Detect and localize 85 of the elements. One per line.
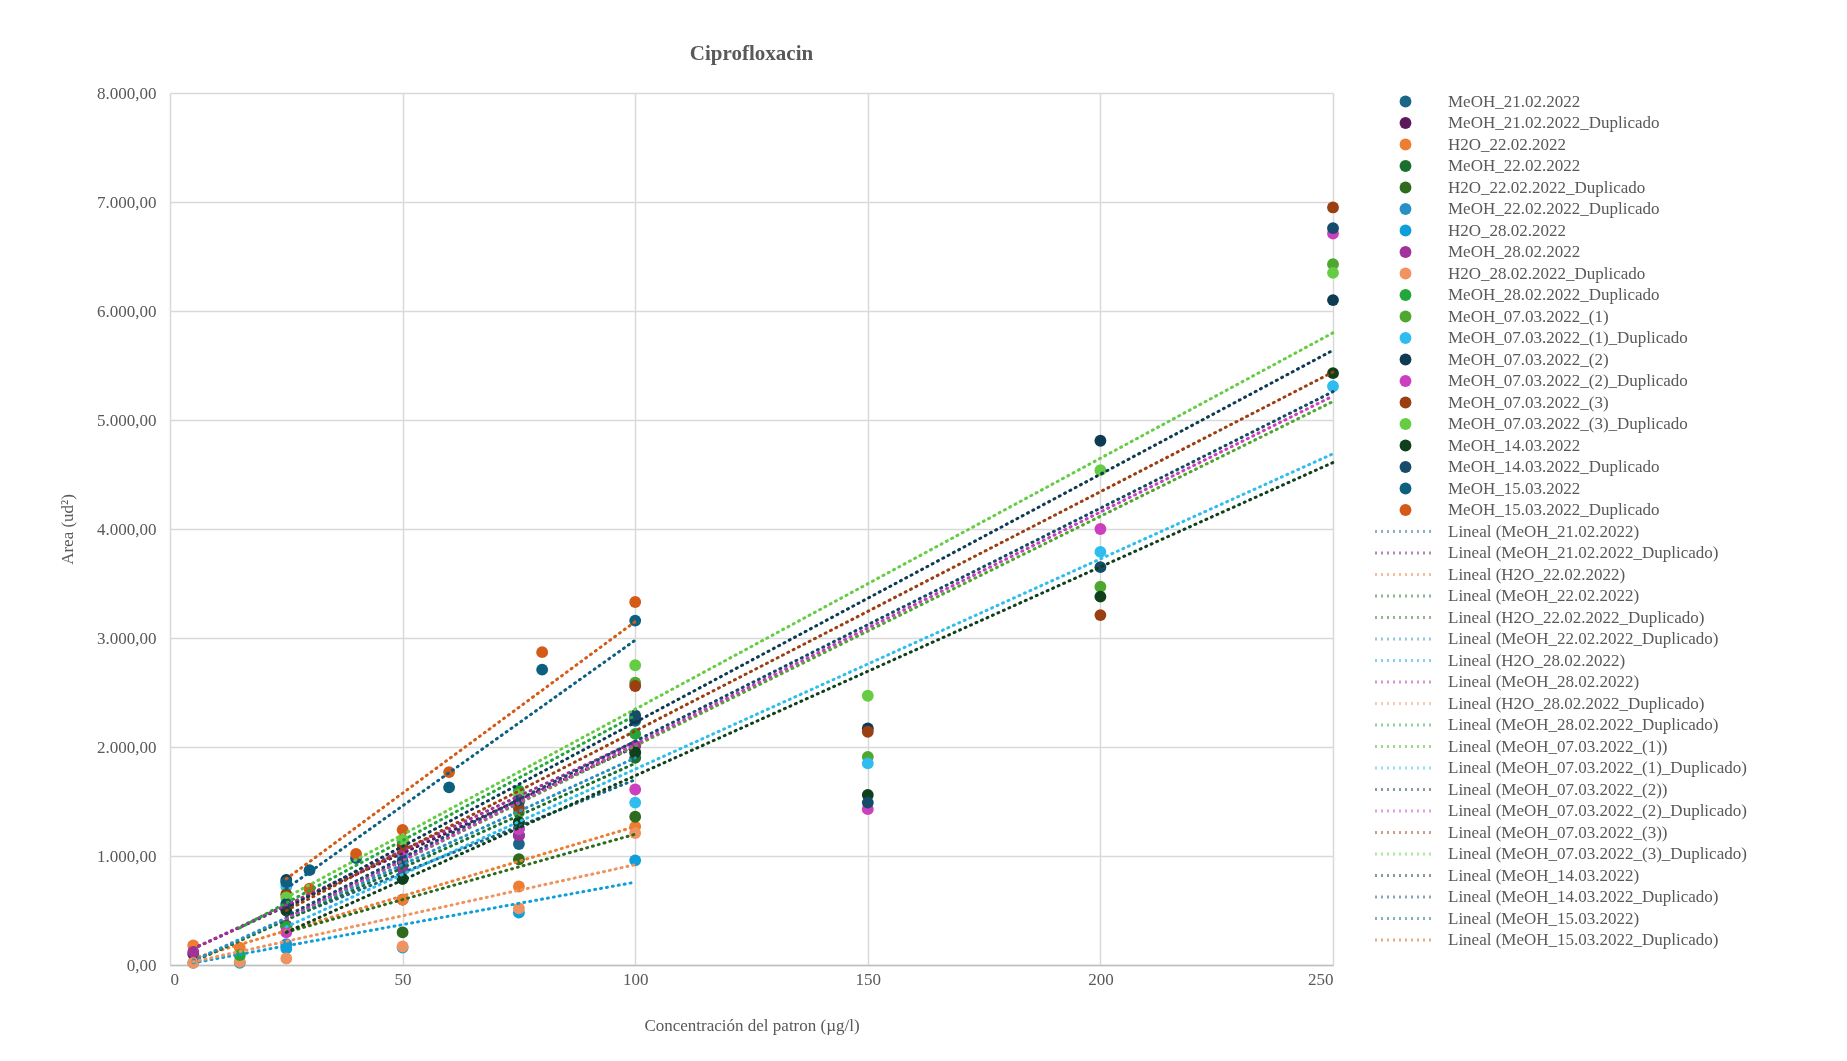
point — [629, 596, 642, 608]
legend-label: Lineal (MeOH_07.03.2022_(1)_Duplicado) — [1448, 758, 1747, 777]
point — [280, 952, 293, 965]
legend-label: Lineal (MeOH_07.03.2022_(3)) — [1448, 822, 1668, 842]
legend-label: MeOH_15.03.2022 — [1448, 478, 1581, 498]
point — [861, 689, 874, 702]
legend-label: MeOH_22.02.2022_Duplicado — [1448, 199, 1660, 218]
legend-label: MeOH_07.03.2022_(2)_Duplicado — [1448, 371, 1688, 390]
point — [629, 796, 642, 809]
legend-label: H2O_28.02.2022 — [1448, 220, 1567, 240]
legend-label: Lineal (MeOH_21.02.2022) — [1448, 521, 1640, 541]
legend-label: MeOH_07.03.2022_(1) — [1448, 306, 1609, 326]
point — [443, 781, 456, 794]
legend-label: H2O_22.02.2022 — [1448, 134, 1567, 154]
y-tick-label: 5.000,00 — [97, 410, 157, 430]
y-tick-label: 6.000,00 — [97, 301, 157, 321]
chart-title: Ciprofloxacin — [689, 41, 814, 65]
legend-label: MeOH_21.02.2022_Duplicado — [1448, 113, 1660, 132]
legend-label: MeOH_28.02.2022 — [1448, 242, 1581, 261]
y-axis-title: Area (ud²) — [58, 494, 77, 565]
x-tick-label: 50 — [394, 969, 412, 989]
point — [536, 646, 549, 659]
point — [629, 854, 642, 867]
legend-label: Lineal (MeOH_28.02.2022_Duplicado) — [1448, 715, 1719, 734]
x-tick-label: 150 — [855, 969, 882, 989]
point — [861, 796, 874, 809]
point — [629, 810, 642, 823]
x-tick-label: 250 — [1308, 969, 1334, 989]
point — [1094, 434, 1107, 447]
y-tick-label: 8.000,00 — [97, 83, 157, 103]
legend-label: H2O_22.02.2022_Duplicado — [1448, 177, 1646, 197]
legend-label: Lineal (MeOH_14.03.2022_Duplicado) — [1448, 887, 1719, 906]
point — [1094, 609, 1107, 622]
legend-label: Lineal (H2O_22.02.2022) — [1448, 564, 1626, 584]
y-tick-label: 4.000,00 — [97, 519, 157, 539]
x-tick-label: 0 — [170, 969, 179, 989]
legend-label: MeOH_14.03.2022 — [1448, 435, 1581, 455]
point — [1094, 523, 1107, 535]
legend-label: MeOH_07.03.2022_(1)_Duplicado — [1448, 328, 1688, 347]
x-axis-title: Concentración del patron (µg/l) — [644, 1015, 860, 1035]
y-tick-label: 0,00 — [126, 955, 157, 975]
legend-label: MeOH_21.02.2022 — [1448, 91, 1581, 111]
legend-label: Lineal (MeOH_07.03.2022_(2)_Duplicado) — [1448, 801, 1747, 820]
legend-label: Lineal (MeOH_07.03.2022_(3)_Duplicado) — [1448, 844, 1747, 863]
point — [396, 926, 409, 939]
legend-label: H2O_28.02.2022_Duplicado — [1448, 263, 1646, 283]
point — [1327, 294, 1339, 306]
y-tick-label: 2.000,00 — [97, 737, 157, 757]
point — [1327, 222, 1339, 235]
legend-label: MeOH_07.03.2022_(3) — [1448, 392, 1609, 412]
point — [350, 847, 362, 860]
legend-label: MeOH_14.03.2022_Duplicado — [1448, 457, 1660, 476]
y-tick-label: 3.000,00 — [97, 628, 157, 648]
legend-label: MeOH_07.03.2022_(3)_Duplicado — [1448, 414, 1688, 433]
point — [629, 680, 642, 692]
point — [512, 902, 525, 915]
legend-label: MeOH_22.02.2022 — [1448, 156, 1581, 175]
point — [1094, 590, 1107, 603]
x-tick-label: 100 — [622, 969, 649, 989]
legend-label: Lineal (H2O_28.02.2022) — [1448, 650, 1626, 670]
point — [1327, 380, 1339, 393]
x-tick-label: 200 — [1088, 969, 1114, 989]
point — [1327, 266, 1339, 279]
legend-label: Lineal (MeOH_07.03.2022_(2)) — [1448, 779, 1668, 799]
legend-label: MeOH_15.03.2022_Duplicado — [1448, 500, 1660, 519]
legend-label: Lineal (MeOH_15.03.2022) — [1448, 908, 1640, 928]
legend-label: Lineal (H2O_22.02.2022_Duplicado) — [1448, 607, 1705, 627]
legend-label: Lineal (MeOH_21.02.2022_Duplicado) — [1448, 543, 1719, 562]
legend-label: MeOH_28.02.2022_Duplicado — [1448, 285, 1660, 304]
y-tick-label: 1.000,00 — [97, 846, 157, 866]
point — [629, 783, 642, 796]
point — [536, 663, 549, 676]
legend-label: Lineal (MeOH_28.02.2022) — [1448, 672, 1640, 691]
y-tick-label: 7.000,00 — [97, 192, 157, 212]
point — [861, 757, 874, 770]
legend-label: Lineal (MeOH_07.03.2022_(1)) — [1448, 736, 1668, 756]
legend-label: Lineal (H2O_28.02.2022_Duplicado) — [1448, 693, 1705, 713]
legend-label: Lineal (MeOH_15.03.2022_Duplicado) — [1448, 930, 1719, 949]
legend-label: Lineal (MeOH_22.02.2022) — [1448, 586, 1640, 605]
legend-label: Lineal (MeOH_14.03.2022) — [1448, 865, 1640, 885]
point — [1094, 545, 1107, 558]
point — [629, 659, 642, 672]
legend-label: MeOH_07.03.2022_(2) — [1448, 349, 1609, 369]
legend-label: Lineal (MeOH_22.02.2022_Duplicado) — [1448, 629, 1719, 648]
point — [1327, 201, 1339, 214]
